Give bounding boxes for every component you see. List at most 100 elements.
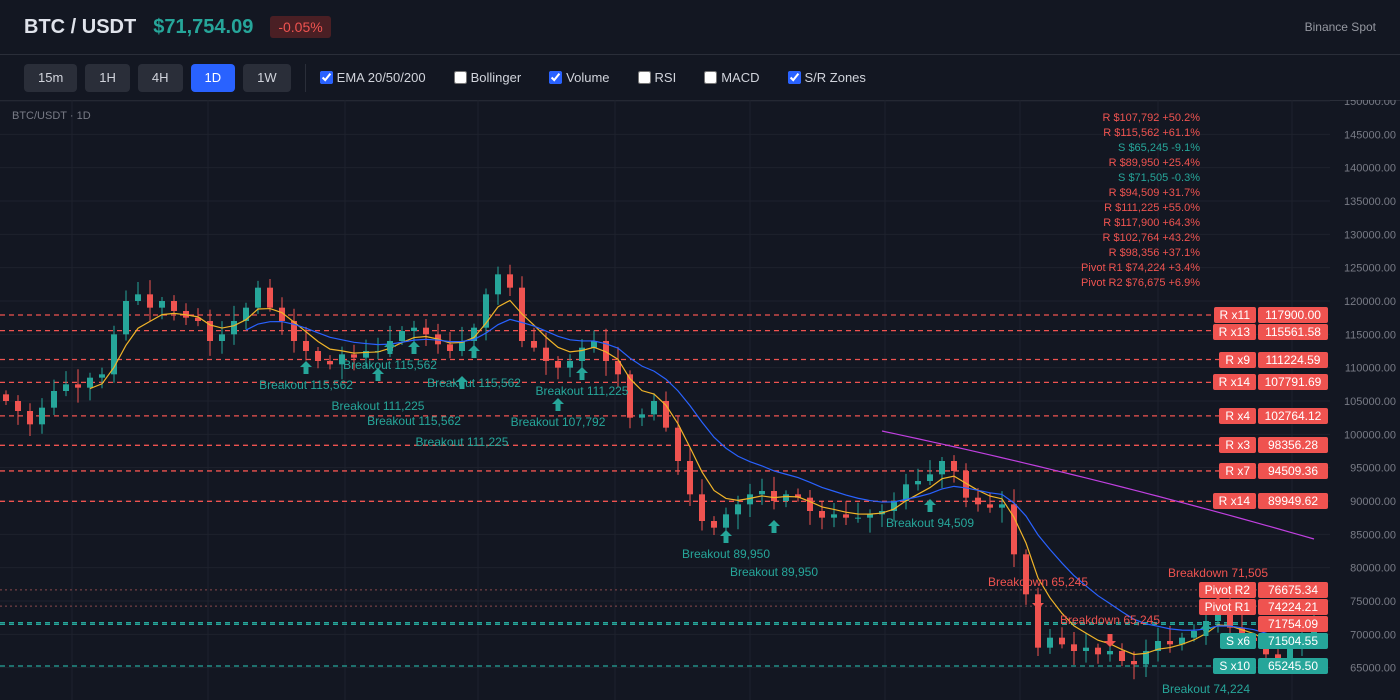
checkbox[interactable] (637, 71, 651, 84)
indicator-toggle-ema[interactable]: EMA 20/50/200 (319, 70, 426, 85)
indicator-label: S/R Zones (804, 70, 866, 85)
candle-down (531, 341, 537, 348)
toolbar: 15m 1H 4H 1D 1W EMA 20/50/200 Bollinger Volume… (0, 55, 1400, 101)
candle-down (27, 411, 33, 425)
level-annotation: R $115,562 +61.1% (1103, 127, 1200, 139)
candle-up (111, 334, 117, 375)
y-axis-tick: 80000.00 (1350, 563, 1396, 575)
chart-symbol-label: BTC/USDT · 1D (12, 110, 91, 122)
candle-up (411, 327, 417, 331)
indicator-toggle-bollinger[interactable]: Bollinger (453, 70, 521, 85)
level-tag: R x14 (1212, 493, 1256, 510)
arrow-up-icon (468, 345, 480, 358)
candle-down (447, 344, 453, 351)
checkbox[interactable] (319, 71, 333, 84)
candle-down (687, 461, 693, 495)
timeframe-1d-button[interactable]: 1D (190, 63, 236, 92)
y-axis-tick: 105000.00 (1344, 396, 1396, 408)
y-axis-tick: 70000.00 (1350, 629, 1396, 641)
indicator-label: EMA 20/50/200 (336, 70, 426, 85)
candle-down (795, 494, 801, 498)
breakout-label: Breakout 107,792 (511, 415, 606, 429)
candle-down (315, 351, 321, 361)
level-price: 89949.62 (1258, 493, 1328, 510)
indicator-toggle-macd[interactable]: MACD (704, 70, 760, 85)
level-annotation: Pivot R1 $74,224 +3.4% (1081, 262, 1200, 274)
level-annotation: R $102,764 +43.2% (1102, 232, 1200, 244)
candle-up (87, 377, 93, 388)
arrow-down-icon (1032, 596, 1044, 609)
breakout-label: Breakout 89,950 (730, 565, 818, 579)
checkbox[interactable] (549, 71, 563, 84)
candle-down (711, 521, 717, 528)
candle-down (1071, 644, 1077, 651)
candle-down (603, 341, 609, 361)
candle-down (663, 401, 669, 428)
candle-down (615, 361, 621, 375)
level-label: R x4 102764.12 (1219, 407, 1328, 424)
timeframe-1w-button[interactable]: 1W (243, 63, 291, 92)
candle-down (1275, 654, 1281, 661)
candle-down (807, 497, 813, 511)
y-axis-tick: 150000.00 (1344, 100, 1396, 108)
level-tag: Pivot R1 (1198, 598, 1256, 615)
y-axis-tick: 110000.00 (1345, 363, 1396, 375)
candle-down (171, 301, 177, 311)
candle-down (1023, 554, 1029, 595)
arrow-up-icon (552, 398, 564, 411)
candle-down (951, 461, 957, 471)
breakout-label: Breakout 111,225 (332, 399, 425, 413)
y-axis-tick: 65000.00 (1350, 663, 1396, 675)
timeframe-4h-button[interactable]: 4H (137, 63, 183, 92)
candle-up (1143, 651, 1149, 665)
change-badge: -0.05% (270, 16, 331, 38)
candle-down (987, 504, 993, 508)
level-tag: R x14 (1212, 374, 1256, 391)
checkbox[interactable] (453, 71, 467, 84)
arrow-down-icon (1104, 634, 1116, 647)
candle-up (135, 294, 141, 301)
arrow-up-icon (384, 341, 396, 354)
indicator-toggle-rsi[interactable]: RSI (637, 70, 676, 85)
arrow-up-icon (1200, 623, 1212, 636)
candle-up (231, 321, 237, 335)
candle-down (555, 361, 561, 368)
candle-up (999, 504, 1005, 508)
level-tag: R x3 (1219, 437, 1256, 454)
candle-down (1167, 641, 1173, 645)
timeframe-15m-button[interactable]: 15m (24, 63, 78, 92)
candle-down (267, 287, 273, 308)
candle-down (543, 347, 549, 361)
level-price: 98356.28 (1258, 437, 1328, 454)
ema200-line (881, 430, 1315, 540)
y-axis-tick: 120000.00 (1344, 296, 1396, 308)
current-price: $71,754.09 (153, 15, 254, 38)
candle-down (303, 341, 309, 351)
checkbox[interactable] (787, 71, 801, 84)
candle-down (3, 394, 9, 401)
indicator-toggle-sr[interactable]: S/R Zones (787, 70, 866, 85)
breakout-label: Breakout 74,224 (1162, 682, 1250, 696)
y-axis-tick: 130000.00 (1344, 229, 1396, 241)
divider (304, 63, 306, 92)
level-label: R x3 98356.28 (1219, 437, 1328, 454)
y-axis-tick: 95000.00 (1350, 463, 1396, 475)
price-chart[interactable]: 150000.00 145000.00 140000.00 135000.00 1300… (0, 100, 1400, 700)
candle-up (927, 474, 933, 481)
level-tag: R x13 (1212, 324, 1256, 340)
level-annotation: R $94,509 +31.7% (1108, 187, 1200, 199)
candle-up (891, 501, 897, 511)
indicator-toggle-volume[interactable]: Volume (549, 70, 610, 85)
level-price: 76675.34 (1258, 581, 1328, 598)
candle-up (855, 517, 861, 519)
level-price: 102764.12 (1258, 407, 1328, 424)
y-axis-tick: 145000.00 (1344, 129, 1396, 141)
timeframe-1h-button[interactable]: 1H (85, 63, 130, 92)
indicator-label: MACD (721, 70, 760, 85)
checkbox[interactable] (704, 71, 718, 84)
level-tag: Pivot R2 (1198, 581, 1256, 598)
level-label: Pivot R1 74224.21 (1198, 598, 1328, 615)
arrow-up-icon (576, 367, 588, 380)
level-annotation: Pivot R2 $76,675 +6.9% (1081, 277, 1200, 289)
candle-up (399, 331, 405, 341)
